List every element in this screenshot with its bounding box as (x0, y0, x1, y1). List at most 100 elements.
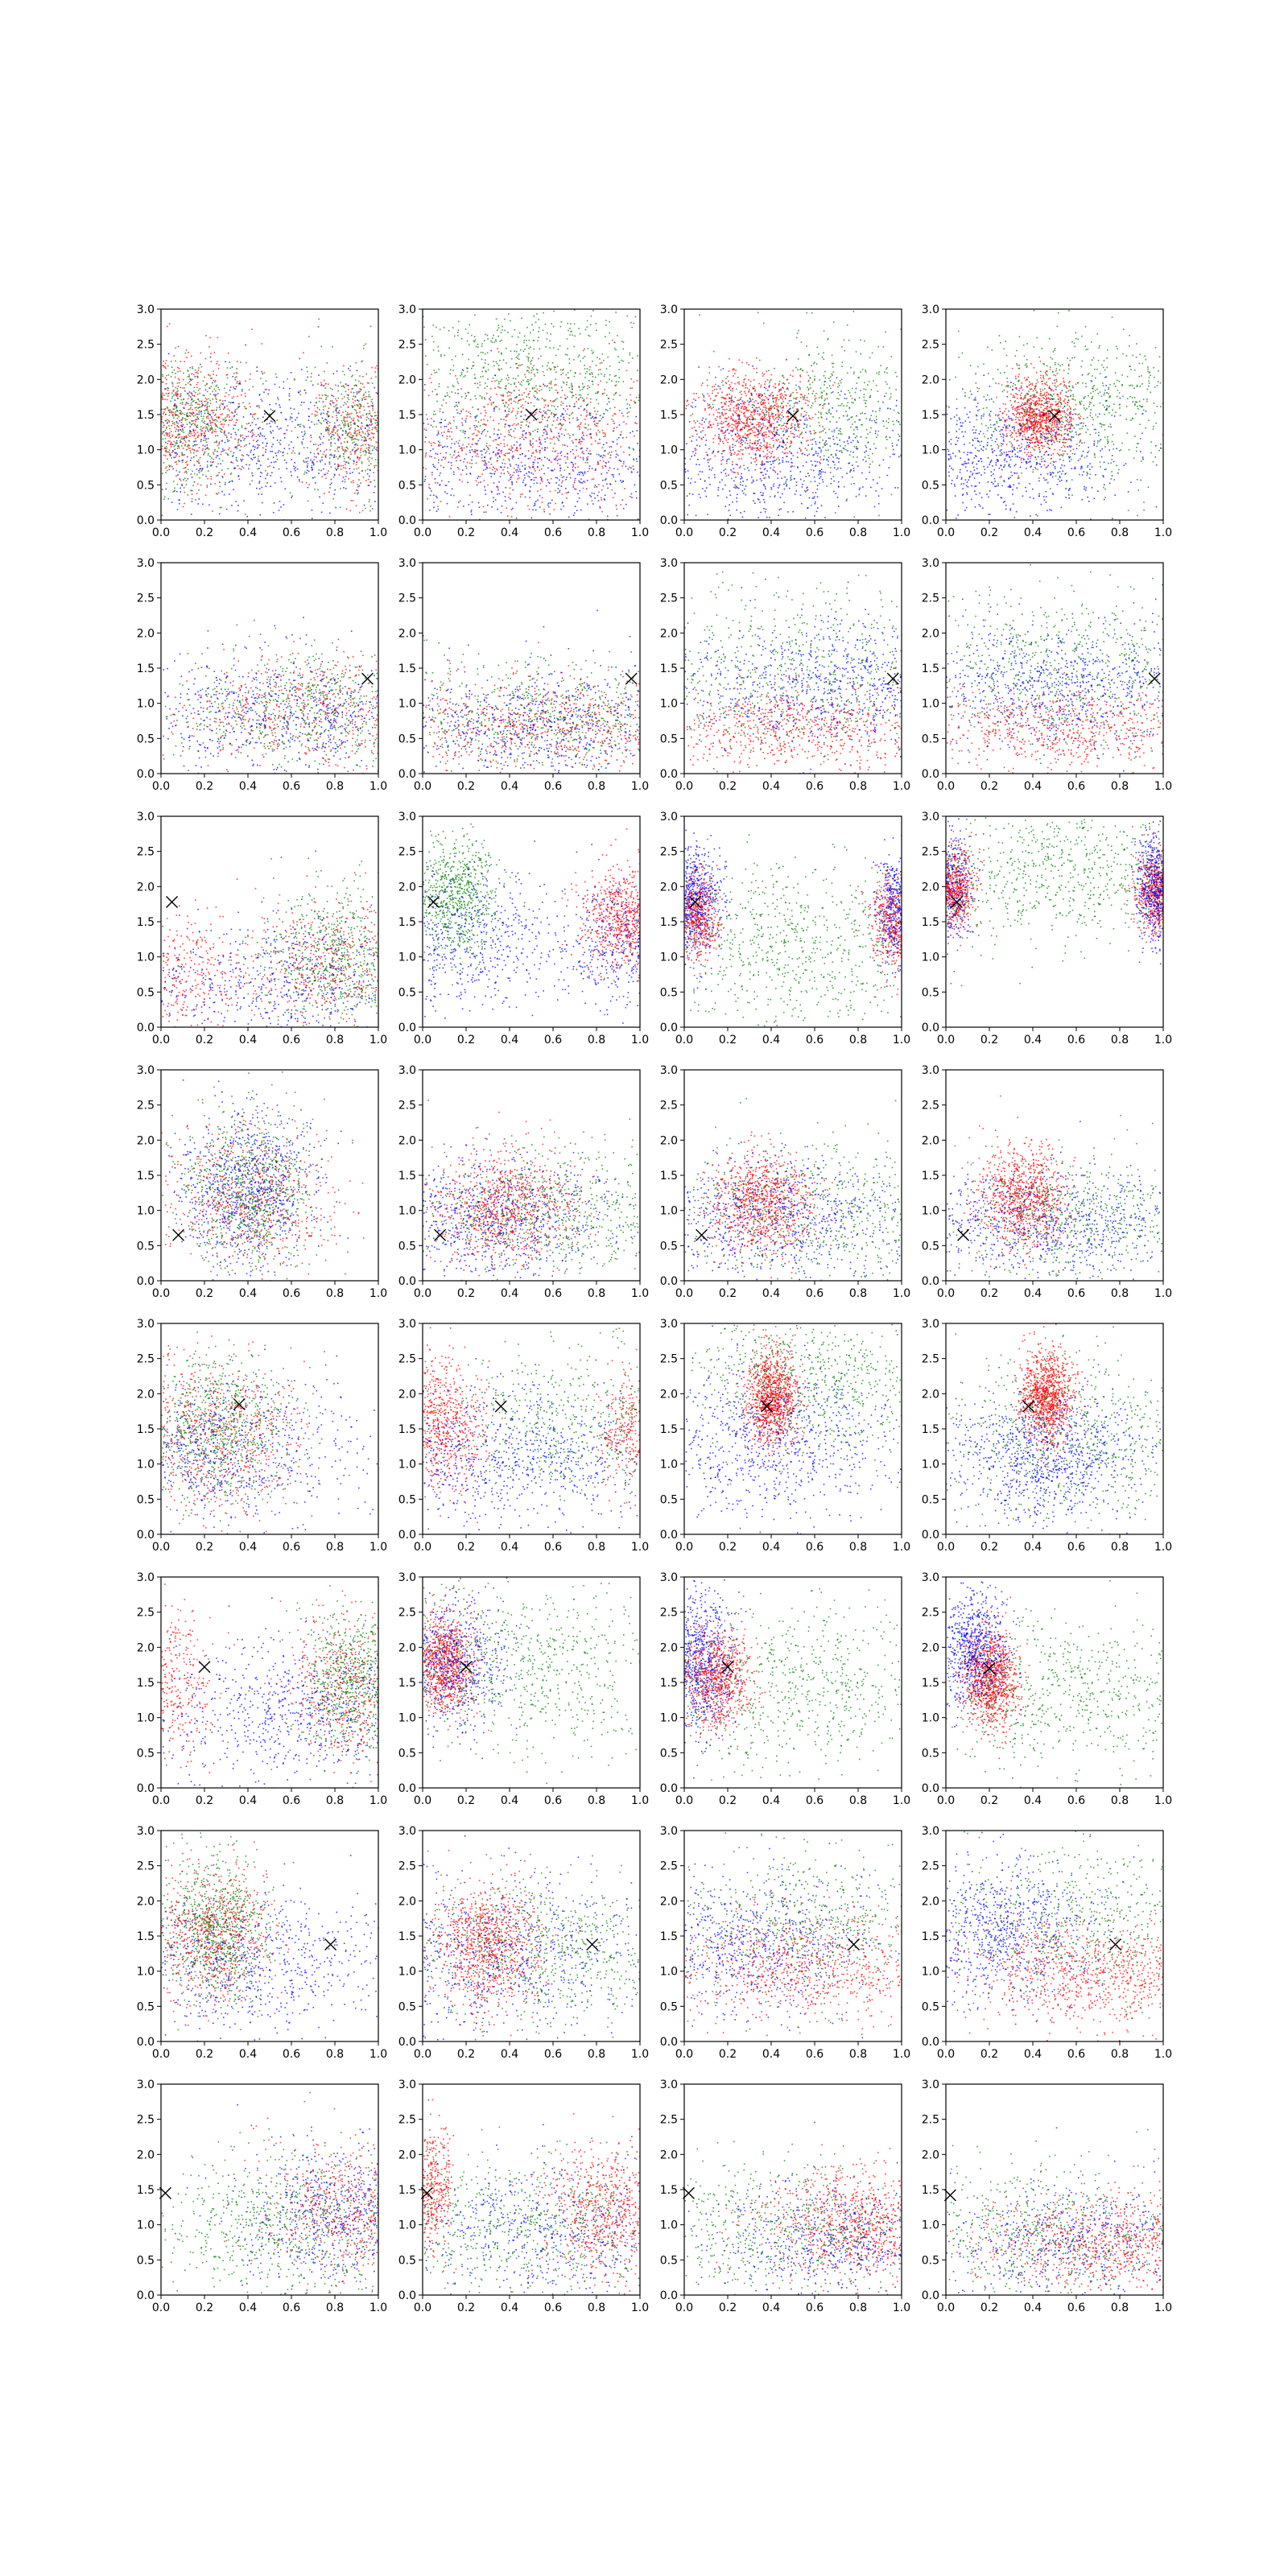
scatter-point-red (424, 441, 426, 443)
scatter-point-green (346, 473, 348, 474)
scatter-point-red (175, 475, 177, 477)
scatter-point-blue (518, 458, 519, 460)
scatter-point-red (539, 422, 541, 423)
scatter-point-red (742, 385, 744, 386)
scatter-point-green (221, 431, 223, 433)
scatter-point-blue (471, 467, 473, 469)
scatter-point-red (436, 394, 438, 396)
scatter-point-blue (246, 464, 247, 465)
scatter-point-blue (572, 449, 574, 451)
scatter-point-red (484, 480, 485, 481)
scatter-point-red (184, 436, 186, 438)
scatter-point-green (217, 493, 218, 495)
scatter-point-blue (279, 428, 280, 430)
scatter-point-green (589, 369, 591, 371)
scatter-point-red (242, 455, 244, 456)
scatter-point-blue (583, 481, 584, 482)
scatter-point-green (198, 399, 200, 401)
scatter-point-green (592, 352, 594, 353)
scatter-point-green (528, 383, 530, 385)
scatter-point-blue (485, 469, 487, 470)
scatter-point-blue (597, 486, 598, 488)
scatter-point-green (516, 357, 518, 358)
scatter-point-green (287, 453, 289, 455)
scatter-point-blue (349, 468, 351, 469)
scatter-point-red (353, 418, 355, 419)
scatter-point-green (501, 340, 502, 341)
scatter-point-red (165, 455, 167, 456)
scatter-point-red (615, 450, 617, 452)
scatter-point-blue (583, 457, 584, 459)
scatter-point-red (712, 390, 714, 392)
scatter-point-red (550, 369, 551, 371)
scatter-point-green (532, 438, 534, 440)
scatter-point-blue (620, 480, 621, 481)
scatter-point-blue (448, 431, 449, 432)
scatter-point-green (332, 455, 333, 456)
scatter-point-green (469, 324, 471, 326)
scatter-point-blue (190, 380, 192, 382)
scatter-point-red (361, 428, 362, 430)
scatter-point-green (532, 387, 534, 389)
scatter-point-blue (581, 437, 583, 439)
scatter-point-red (327, 427, 328, 429)
scatter-point-red (746, 362, 748, 364)
scatter-point-green (609, 374, 611, 376)
scatter-point-green (464, 398, 466, 399)
scatter-point-red (266, 389, 268, 390)
scatter-point-red (765, 447, 766, 448)
scatter-point-blue (250, 431, 252, 433)
scatter-point-red (757, 448, 758, 449)
scatter-point-blue (571, 462, 572, 464)
scatter-point-blue (235, 468, 237, 469)
scatter-point-red (186, 437, 188, 439)
scatter-point-blue (310, 452, 312, 453)
scatter-point-red (502, 463, 503, 464)
scatter-point-green (573, 346, 575, 348)
scatter-point-blue (539, 450, 541, 452)
scatter-point-blue (437, 482, 439, 484)
scatter-point-blue (522, 465, 523, 467)
scatter-point-red (197, 382, 199, 383)
scatter-point-green (308, 501, 309, 502)
scatter-point-blue (493, 411, 495, 412)
scatter-point-red (592, 374, 593, 375)
y-tick-label: 3.0 (137, 303, 155, 316)
scatter-point-green (597, 454, 598, 456)
scatter-point-red (189, 409, 191, 411)
scatter-point-red (521, 462, 522, 464)
scatter-point-blue (579, 440, 580, 441)
scatter-point-green (231, 473, 233, 474)
scatter-point-blue (575, 506, 576, 507)
scatter-point-green (578, 328, 580, 329)
scatter-point-red (778, 415, 780, 416)
scatter-point-red (754, 412, 756, 414)
scatter-point-red (192, 409, 193, 411)
scatter-point-green (607, 410, 609, 411)
scatter-point-red (522, 405, 523, 407)
scatter-point-blue (233, 415, 235, 417)
scatter-point-red (629, 467, 630, 469)
scatter-point-green (216, 426, 217, 427)
scatter-point-red (371, 405, 373, 407)
scatter-point-blue (508, 425, 510, 427)
scatter-point-red (777, 394, 778, 396)
scatter-point-green (370, 481, 372, 483)
scatter-point-blue (605, 409, 607, 411)
scatter-point-red (776, 448, 778, 450)
scatter-point-blue (238, 475, 240, 477)
scatter-point-red (507, 515, 509, 517)
scatter-point-blue (438, 460, 440, 461)
scatter-point-green (372, 429, 374, 431)
scatter-point-green (458, 321, 460, 323)
scatter-point-green (340, 456, 341, 458)
scatter-point-red (491, 402, 493, 404)
scatter-point-green (621, 360, 622, 361)
scatter-point-blue (450, 468, 452, 469)
scatter-point-red (192, 379, 193, 381)
scatter-point-blue (293, 447, 295, 448)
scatter-point-red (214, 431, 216, 432)
scatter-point-blue (537, 431, 539, 433)
scatter-point-green (518, 402, 519, 404)
scatter-point-green (374, 433, 375, 435)
